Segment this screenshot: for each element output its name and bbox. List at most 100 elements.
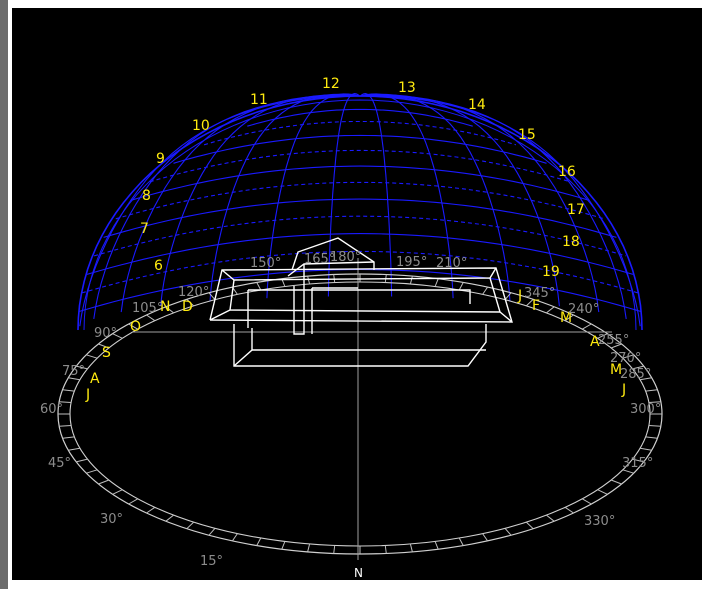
ring-tick	[525, 521, 534, 530]
ring-tick	[645, 389, 658, 392]
ring-tick	[458, 537, 464, 546]
tower-gable	[291, 237, 375, 271]
azimuth-label-315°: 315°	[622, 456, 653, 471]
ring-tick	[231, 533, 238, 542]
month-label-right-M: M	[560, 310, 572, 326]
month-label-left-J: J	[85, 387, 90, 403]
ring-tick	[640, 377, 652, 381]
ring-tick	[648, 401, 661, 403]
ring-tick	[165, 514, 174, 522]
azimuth-label-285°: 285°	[620, 367, 651, 382]
ring-tick	[597, 489, 608, 495]
ring-tick	[504, 527, 512, 536]
ring-tick	[434, 278, 439, 287]
ring-tick	[564, 506, 574, 514]
ring-tick	[384, 545, 387, 554]
ring-tick	[146, 506, 156, 514]
azimuth-label-45°: 45°	[48, 456, 71, 471]
ring-tick	[165, 306, 174, 314]
building-model	[209, 237, 513, 367]
azimuth-label-330°: 330°	[584, 514, 615, 529]
ring-tick	[632, 458, 644, 463]
ring-tick	[597, 333, 608, 339]
ring-tick	[640, 447, 652, 451]
hour-label-8: 8	[142, 188, 151, 204]
azimuth-ring	[57, 273, 663, 555]
ring-tick	[62, 436, 75, 439]
azimuth-label-60°: 60°	[40, 402, 63, 417]
month-label-right-A: A	[590, 334, 600, 350]
ring-tick	[256, 282, 262, 291]
azimuth-label-255°: 255°	[598, 333, 629, 348]
ring-tick	[59, 425, 72, 427]
ring-tick	[434, 541, 439, 550]
date-arc	[247, 108, 473, 127]
compass-axes	[132, 258, 612, 560]
ring-tick	[622, 354, 634, 359]
azimuth-label-15°: 15°	[200, 554, 223, 569]
date-arc	[81, 250, 639, 294]
ring-tick	[409, 543, 413, 553]
hour-meridian	[160, 94, 359, 307]
ring-tick	[186, 298, 195, 307]
hour-label-12: 12	[322, 76, 340, 92]
ring-tick	[208, 527, 216, 536]
azimuth-label-345°: 345°	[524, 286, 555, 301]
ring-tick	[546, 514, 555, 522]
month-label-right-J: J	[517, 288, 522, 304]
ring-tick	[186, 521, 195, 530]
hour-label-19: 19	[542, 264, 560, 280]
ring-tick	[281, 541, 286, 550]
hour-meridian	[120, 94, 359, 313]
ring-tick	[76, 365, 88, 370]
ring-tick	[482, 533, 489, 542]
azimuth-label-75°: 75°	[62, 364, 85, 379]
ring-tick	[333, 274, 336, 283]
tower-wall-left	[293, 264, 305, 335]
ring-tick	[98, 343, 110, 349]
ring-tick	[208, 292, 216, 301]
ring-tick	[648, 425, 661, 427]
azimuth-label-back-195°: 195°	[396, 255, 427, 270]
footer-credit: @ S. J. Marsh / Square One research	[248, 579, 483, 580]
azimuth-label-240°: 240°	[568, 302, 599, 317]
month-label-left-O: O	[130, 319, 141, 335]
ring-tick	[581, 323, 592, 330]
azimuth-label-back-150°: 150°	[250, 256, 281, 271]
date-arc	[173, 134, 547, 164]
ring-tick	[86, 354, 98, 359]
wall-box	[233, 324, 487, 367]
azimuth-label-120°: 120°	[178, 285, 209, 300]
hour-label-15: 15	[518, 127, 536, 143]
hour-label-11: 11	[250, 92, 268, 108]
roof-inner	[229, 277, 501, 313]
ring-tick	[632, 365, 644, 370]
hour-meridian	[209, 93, 359, 302]
date-arc	[203, 120, 517, 146]
hour-meridian	[266, 93, 360, 299]
wall-top	[248, 289, 471, 304]
ring-tick	[76, 458, 88, 463]
date-arc	[93, 215, 627, 257]
month-label-left-S: S	[102, 345, 111, 361]
hour-label-6: 6	[154, 258, 163, 274]
azimuth-label-270°: 270°	[610, 351, 641, 366]
dome-outline	[77, 95, 643, 331]
ring-tick	[112, 489, 123, 495]
azimuth-label-90°: 90°	[94, 326, 117, 341]
ring-tick	[307, 543, 311, 553]
ring-tick	[645, 436, 658, 439]
wall-side	[233, 328, 253, 367]
ring-tick	[62, 389, 75, 392]
date-arc	[103, 198, 617, 238]
ring-tick	[610, 479, 622, 485]
ring-tick	[112, 333, 123, 339]
date-arc	[130, 165, 590, 201]
sun-path-viewport[interactable]: 6 7 8 9 10 11 12 13 14 15 16 17 18 19 D N O S A J J F M A M J 15° 3…	[12, 8, 702, 580]
hour-meridian	[362, 95, 641, 327]
azimuth-label-back-165°: 165°	[304, 252, 335, 267]
ring-tick	[482, 286, 489, 295]
ring-tick	[59, 401, 72, 403]
roof-edge	[221, 267, 497, 281]
